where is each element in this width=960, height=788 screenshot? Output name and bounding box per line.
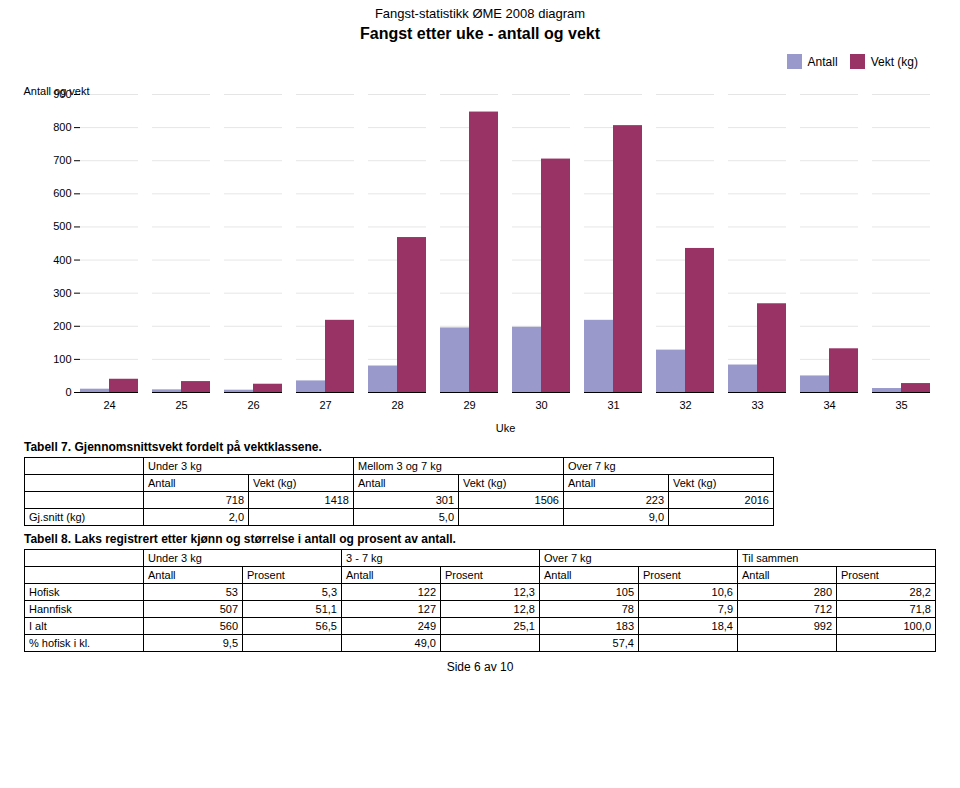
html-text:Antall: Antall	[742, 569, 770, 581]
svg-text:100: 100	[53, 353, 71, 365]
html-text:% hofisk i kl.: % hofisk i kl.	[29, 637, 91, 649]
html-text:249: 249	[417, 620, 436, 632]
html-text:12,8: 12,8	[513, 603, 535, 615]
html-text:Fangst-statistikk ØME 2008 dia: Fangst-statistikk ØME 2008 diagram	[374, 6, 586, 21]
html-text:718: 718	[225, 494, 244, 506]
svg-text:Uke: Uke	[496, 422, 516, 434]
html-text:Prosent: Prosent	[445, 569, 483, 581]
html-text:Tabell 7. Gjennomsnittsvekt fo: Tabell 7. Gjennomsnittsvekt fordelt på v…	[24, 440, 322, 454]
svg-text:32: 32	[679, 399, 691, 411]
html-text:10,6: 10,6	[711, 586, 733, 598]
svg-text:300: 300	[53, 287, 71, 299]
svg-text:31: 31	[607, 399, 619, 411]
html-text:Vekt (kg): Vekt (kg)	[673, 477, 717, 489]
svg-text:25: 25	[175, 399, 187, 411]
html-text:Fangst etter uke - antall og v: Fangst etter uke - antall og vekt	[360, 25, 600, 42]
html-text:Antall: Antall	[568, 477, 596, 489]
html-text:5,3: 5,3	[321, 586, 337, 598]
svg-text:35: 35	[895, 399, 907, 411]
svg-text:29: 29	[463, 399, 475, 411]
svg-text:800: 800	[53, 121, 71, 133]
svg-text:600: 600	[53, 187, 71, 199]
html-text:Prosent: Prosent	[643, 569, 681, 581]
html-text:712: 712	[813, 603, 832, 615]
html-text:1418: 1418	[324, 494, 349, 506]
svg-text:700: 700	[53, 154, 71, 166]
html-text:Prosent: Prosent	[841, 569, 879, 581]
svg-text:30: 30	[535, 399, 547, 411]
html-text:5,0: 5,0	[438, 511, 454, 523]
html-text:560: 560	[219, 620, 238, 632]
html-text:223: 223	[645, 494, 664, 506]
html-text:105: 105	[615, 586, 634, 598]
html-text:28,2: 28,2	[909, 586, 931, 598]
html-text:Vekt (kg): Vekt (kg)	[463, 477, 507, 489]
html-text:Antall: Antall	[807, 54, 838, 69]
svg-text:500: 500	[53, 220, 71, 232]
html-text:49,0: 49,0	[414, 637, 436, 649]
svg-text:Antall og vekt: Antall og vekt	[24, 85, 90, 97]
html-text:100,0: 100,0	[903, 620, 931, 632]
svg-text:0: 0	[65, 386, 71, 398]
html-text:Side 6 av 10: Side 6 av 10	[446, 660, 514, 674]
svg-text:33: 33	[751, 399, 763, 411]
html-text:Under 3 kg: Under 3 kg	[148, 552, 202, 564]
html-text:Antall: Antall	[148, 477, 176, 489]
html-text:78: 78	[621, 603, 634, 615]
svg-text:24: 24	[103, 399, 115, 411]
html-text:Vekt (kg): Vekt (kg)	[870, 54, 918, 69]
svg-text:27: 27	[319, 399, 331, 411]
html-text:Antall: Antall	[544, 569, 572, 581]
html-text:Antall: Antall	[358, 477, 386, 489]
html-text:301: 301	[435, 494, 454, 506]
html-text:507: 507	[219, 603, 238, 615]
html-text:18,4: 18,4	[711, 620, 733, 632]
html-text:71,8: 71,8	[909, 603, 931, 615]
html-text:3 - 7 kg: 3 - 7 kg	[346, 552, 383, 564]
html-text:Antall: Antall	[148, 569, 176, 581]
svg-text:28: 28	[391, 399, 403, 411]
html-text:Gj.snitt (kg): Gj.snitt (kg)	[29, 511, 86, 523]
html-text:56,5: 56,5	[315, 620, 337, 632]
svg-text:34: 34	[823, 399, 835, 411]
html-text:Til sammen: Til sammen	[742, 552, 799, 564]
svg-text:200: 200	[53, 320, 71, 332]
html-text:2,0: 2,0	[228, 511, 244, 523]
html-text:7,9: 7,9	[717, 603, 733, 615]
html-text:Under 3 kg: Under 3 kg	[148, 460, 202, 472]
html-text:Over 7 kg: Over 7 kg	[568, 460, 616, 472]
html-text:9,0: 9,0	[648, 511, 664, 523]
html-text:25,1: 25,1	[513, 620, 535, 632]
html-text:Hofisk: Hofisk	[29, 586, 60, 598]
html-text:Over 7 kg: Over 7 kg	[544, 552, 592, 564]
html-text:57,4: 57,4	[612, 637, 634, 649]
html-text:51,1: 51,1	[315, 603, 337, 615]
svg-text:26: 26	[247, 399, 259, 411]
html-text:183: 183	[615, 620, 634, 632]
html-text:Prosent: Prosent	[247, 569, 285, 581]
html-text:280: 280	[813, 586, 832, 598]
html-text:Hannfisk: Hannfisk	[29, 603, 72, 615]
html-text:992: 992	[813, 620, 832, 632]
html-text:9,5: 9,5	[222, 637, 238, 649]
html-text:12,3: 12,3	[513, 586, 535, 598]
html-text:127: 127	[417, 603, 436, 615]
html-text:Vekt (kg): Vekt (kg)	[253, 477, 297, 489]
html-text:I alt: I alt	[29, 620, 47, 632]
html-text:1506: 1506	[534, 494, 559, 506]
svg-text:400: 400	[53, 254, 71, 266]
html-text:Antall: Antall	[346, 569, 374, 581]
html-text:Tabell 8. Laks registrert ette: Tabell 8. Laks registrert etter kjønn og…	[24, 532, 456, 546]
html-text:Mellom 3 og 7 kg: Mellom 3 og 7 kg	[358, 460, 442, 472]
html-text:122: 122	[417, 586, 436, 598]
html-text:2016: 2016	[744, 494, 769, 506]
html-text:53: 53	[225, 586, 238, 598]
